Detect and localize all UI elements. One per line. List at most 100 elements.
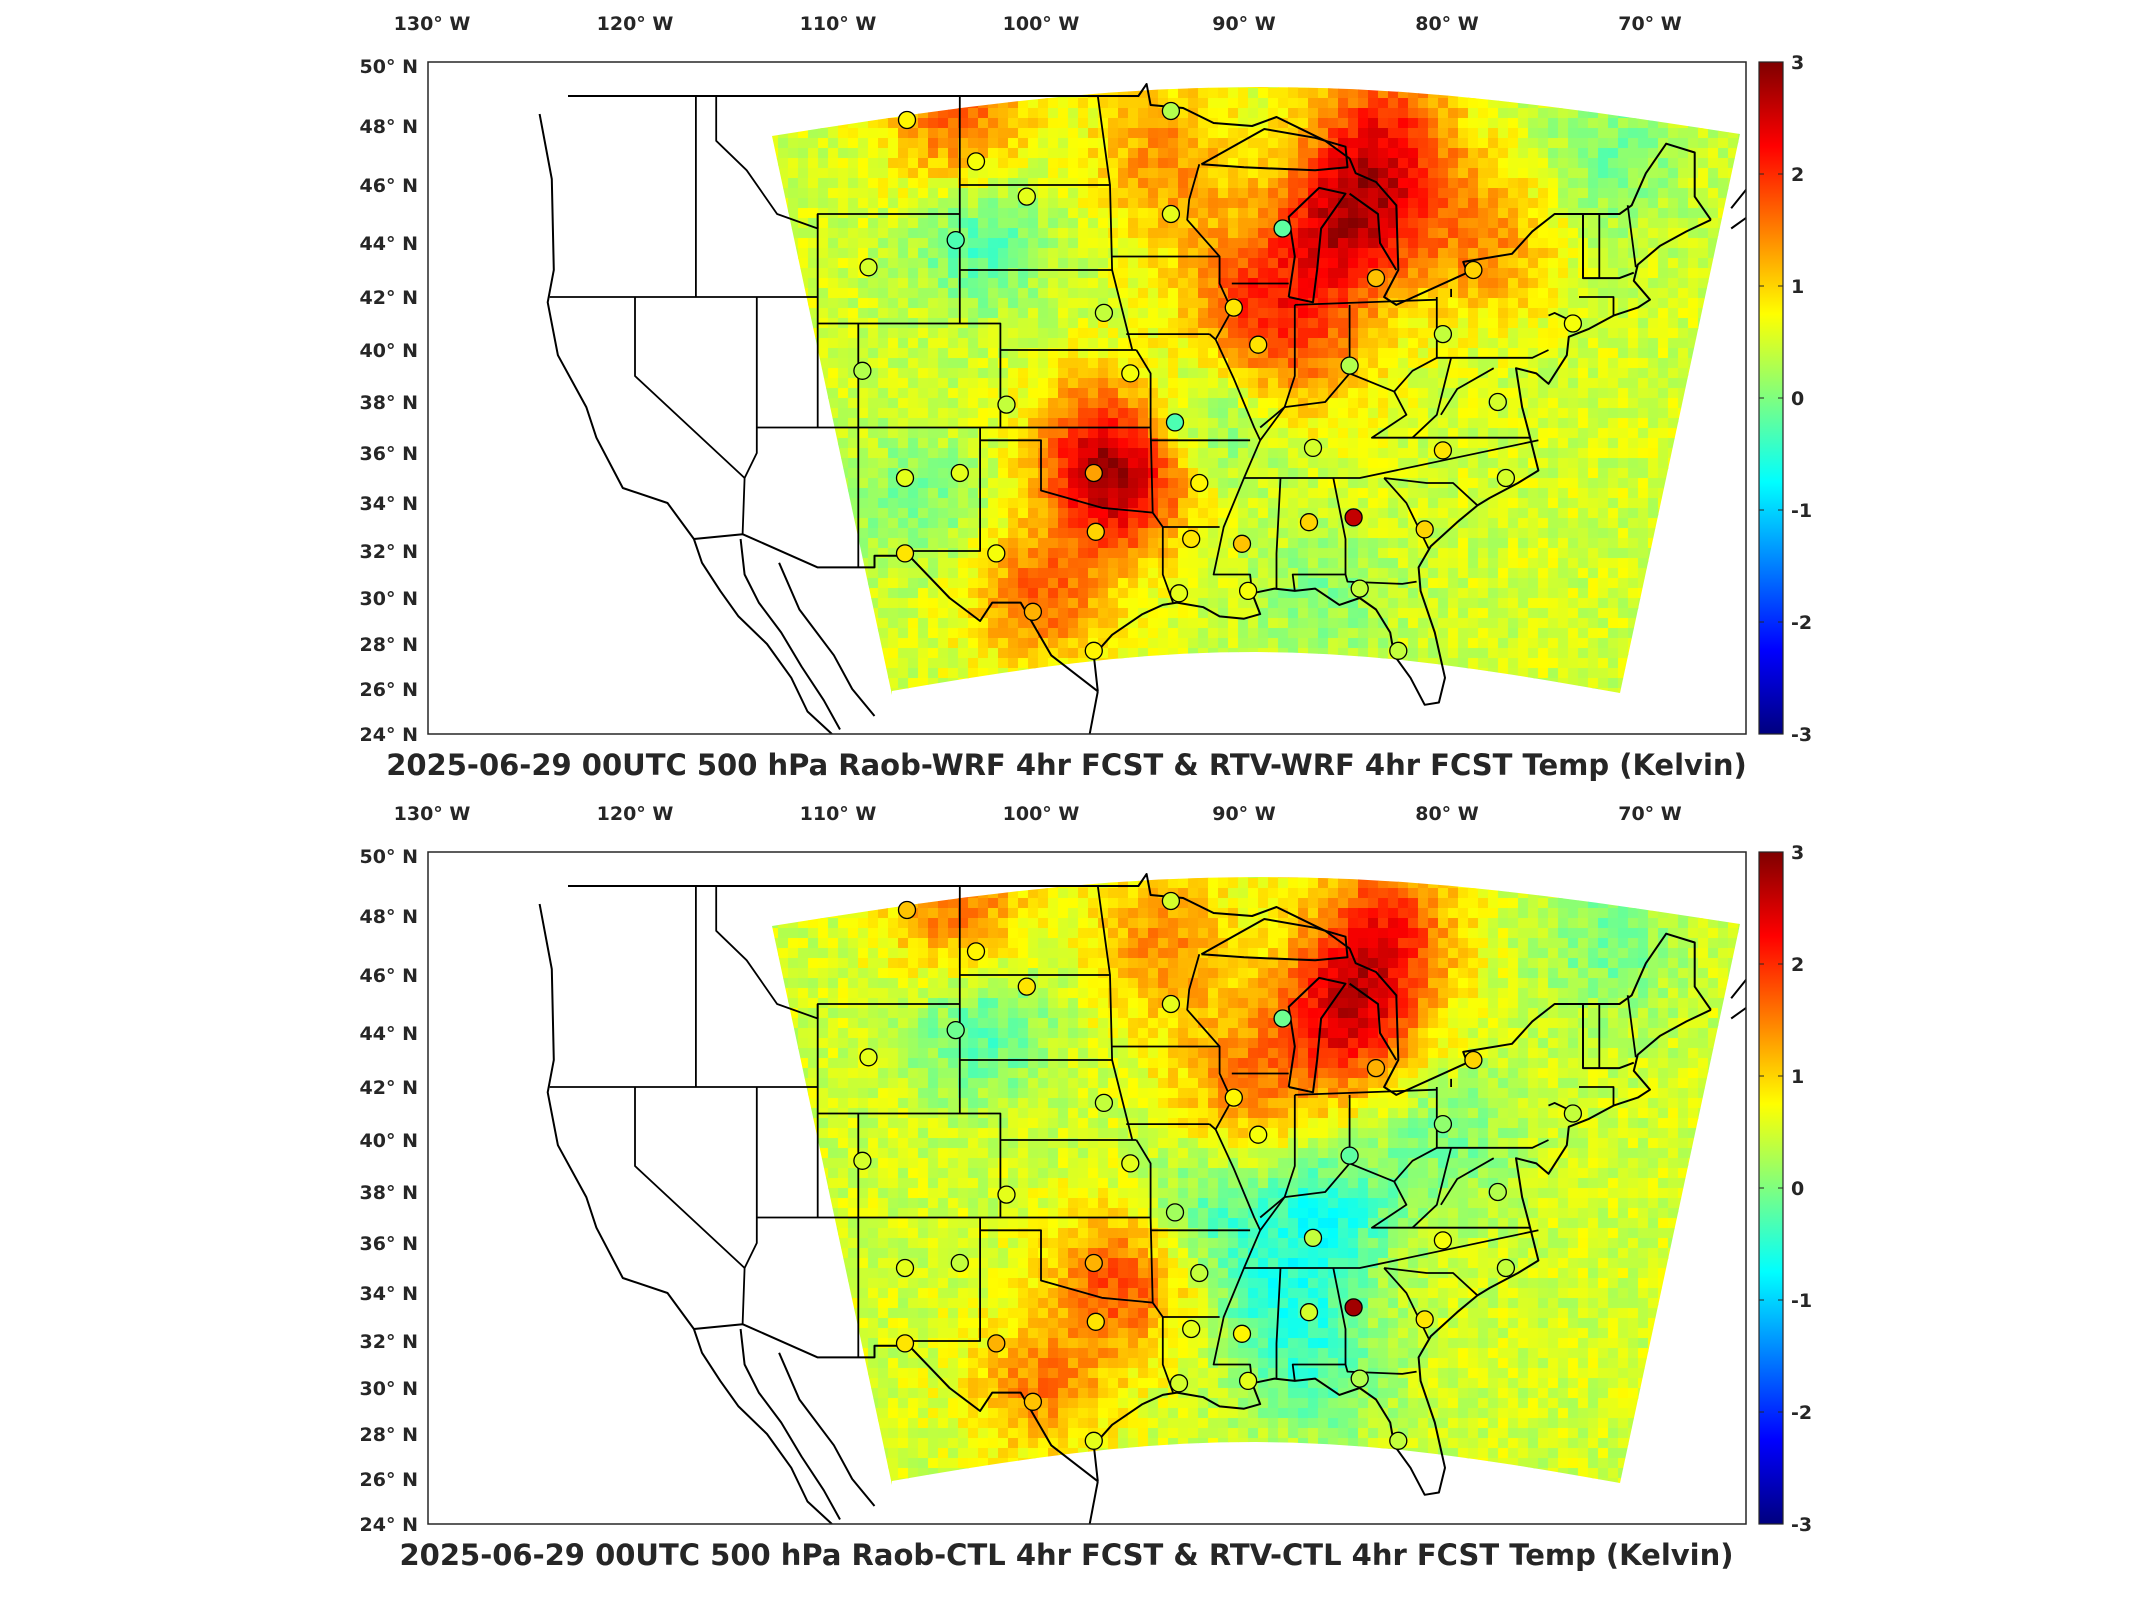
coastline-gulf [1092, 1008, 1712, 1496]
lon-tick-label: 120° W [597, 803, 674, 825]
lat-tick-label: 40° N [360, 340, 418, 362]
raob-station-marker [1389, 641, 1408, 660]
lat-tick-label: 26° N [360, 679, 418, 701]
raob-station-marker [1273, 1009, 1292, 1028]
colorbar-tick-label: 1 [1791, 276, 1804, 298]
lat-tick-label: 44° N [360, 1023, 418, 1045]
state-border [715, 886, 960, 1020]
state-border [980, 439, 1153, 514]
raob-station-marker [966, 942, 986, 961]
title-raob-ctl: 2025-06-29 00UTC 500 hPa Raob-CTL 4hr FC… [399, 1538, 1734, 1572]
raob-station-marker [1415, 520, 1434, 539]
raob-station-marker [950, 463, 969, 483]
coastline-baja-east [739, 1328, 841, 1520]
lon-tick-label: 110° W [800, 803, 877, 825]
state-border [980, 1229, 1153, 1304]
raob-station-marker [859, 1048, 878, 1067]
lat-tick-label: 24° N [360, 724, 418, 746]
raob-station-marker [946, 230, 965, 250]
lat-tick-label: 42° N [360, 287, 418, 309]
state-border [1411, 357, 1452, 439]
state-border [1411, 1147, 1452, 1229]
coastline-lake-sup [1200, 918, 1349, 962]
raob-station-marker [1299, 1303, 1319, 1322]
state-border [634, 297, 746, 479]
state-border [741, 297, 758, 535]
lon-tick-label: 130° W [394, 13, 471, 35]
lon-tick-label: 100° W [1003, 803, 1080, 825]
coastline-mi-lower [1349, 982, 1398, 1061]
coastline-westcoast [538, 113, 833, 734]
raob-station-marker [1350, 1369, 1369, 1388]
raob-station-marker [1433, 324, 1453, 344]
state-border [715, 96, 960, 230]
colorbar-tick-label: -2 [1791, 1402, 1812, 1424]
raob-station-marker [1488, 392, 1507, 412]
raob-station-marker [1190, 1263, 1209, 1283]
raob-station-marker [1084, 463, 1103, 483]
state-border [907, 427, 981, 552]
coastline-nova2 [1730, 1006, 1746, 1020]
lat-tick-label: 46° N [360, 965, 418, 987]
coastline-westcoast [538, 903, 833, 1524]
lon-tick-label: 70° W [1618, 803, 1682, 825]
raob-station-marker [1084, 1431, 1103, 1450]
raob-station-marker [987, 544, 1006, 563]
raob-station-marker [966, 152, 986, 171]
raob-station-marker [1169, 584, 1189, 603]
raob-station-marker [987, 1334, 1006, 1353]
coastline-mex-east [1088, 1481, 1099, 1524]
panel-raob-ctl: 130° W 120° W 110° W 100° W 90° W 80° W 70° W 5… [0, 790, 2133, 1580]
lon-tick-label: 90° W [1212, 13, 1276, 35]
lat-tick-label: 32° N [360, 1331, 418, 1353]
raob-station-marker [1344, 1298, 1363, 1317]
lon-tick-label: 70° W [1618, 13, 1682, 35]
coastline-lake-mich [1287, 976, 1347, 1094]
state-border [1208, 333, 1217, 341]
lat-tick-label: 44° N [360, 233, 418, 255]
coastline-baja-east [739, 538, 841, 730]
raob-station-marker [1161, 101, 1181, 121]
coastline-canada [568, 873, 1712, 1096]
state-border [1626, 995, 1637, 1058]
raob-station-marker [1340, 1146, 1359, 1165]
colorbar-tick-label: -1 [1791, 1290, 1812, 1312]
state-border [1096, 95, 1134, 351]
raob-station-marker [895, 1334, 915, 1353]
lat-tick-label: 24° N [360, 1514, 418, 1536]
raob-station-marker [950, 1253, 969, 1273]
raob-station-marker [1224, 298, 1243, 317]
state-border [1579, 296, 1615, 316]
raob-station-marker [1232, 534, 1252, 553]
coastline-mex-east [1088, 691, 1099, 734]
lat-tick-label: 38° N [360, 1182, 418, 1204]
raob-station-marker [1017, 977, 1036, 996]
lat-tick-label: 50° N [360, 56, 418, 78]
state-border [1259, 304, 1296, 429]
state-border [1294, 298, 1437, 306]
raob-station-marker [1086, 522, 1105, 541]
title-raob-wrf: 2025-06-29 00UTC 500 hPa Raob-WRF 4hr FC… [386, 748, 1747, 782]
lat-tick-label: 34° N [360, 1283, 418, 1305]
lat-tick-label: 42° N [360, 1077, 418, 1099]
state-border [1259, 1094, 1296, 1219]
raob-stations [853, 101, 1583, 660]
state-border [1244, 439, 1539, 479]
lat-tick-label: 34° N [360, 493, 418, 515]
raob-station-marker [1249, 335, 1268, 354]
raob-station-marker [895, 468, 915, 488]
lat-tick-label: 28° N [360, 634, 418, 656]
raob-station-marker [1121, 364, 1140, 383]
lat-tick-label: 30° N [360, 1378, 418, 1400]
coastline-lake-mich [1287, 186, 1347, 304]
raob-station-marker [1023, 602, 1043, 621]
raob-station-marker [1433, 1231, 1453, 1250]
raob-station-marker [1017, 187, 1036, 206]
colorbar-tick-label: -3 [1791, 724, 1812, 746]
lat-tick-label: 32° N [360, 541, 418, 563]
raob-station-marker [1165, 1203, 1185, 1222]
lon-tick-label: 90° W [1212, 803, 1276, 825]
state-border [1000, 349, 1152, 429]
raob-station-marker [1299, 513, 1319, 532]
lat-tick-label: 48° N [360, 906, 418, 928]
